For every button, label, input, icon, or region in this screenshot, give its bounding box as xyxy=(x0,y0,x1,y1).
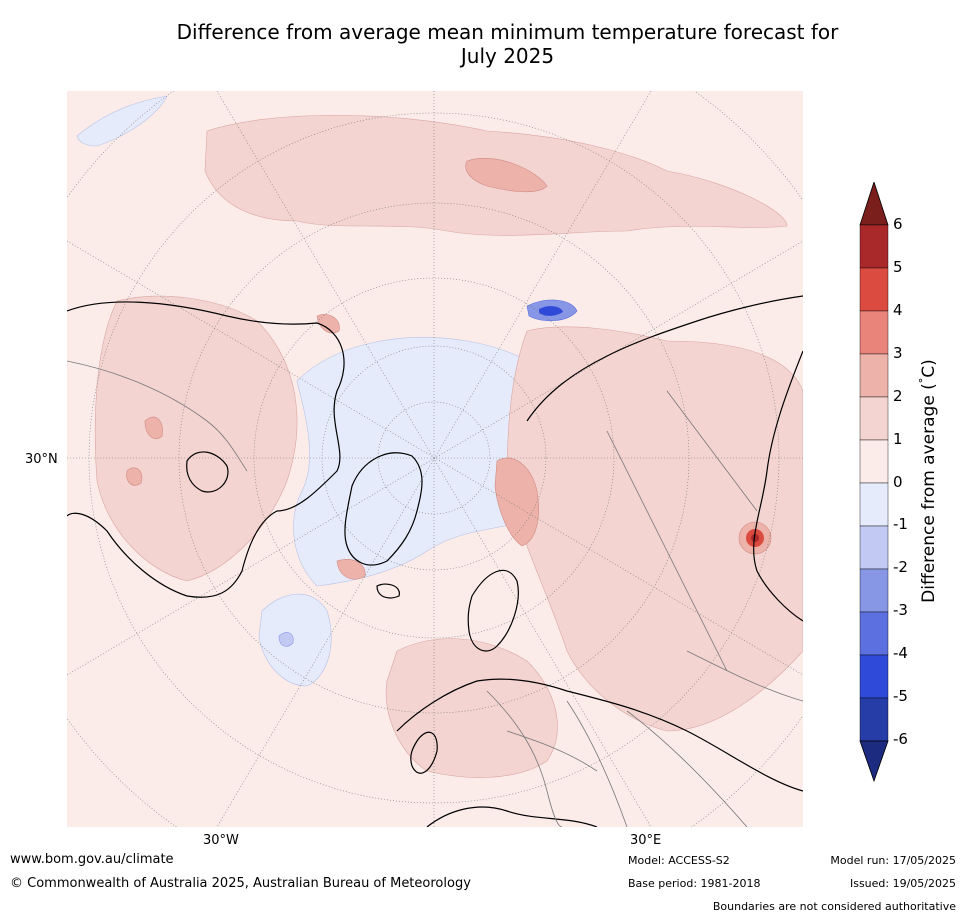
forecast-map xyxy=(67,91,803,827)
warm-region-north-america xyxy=(94,295,298,582)
coast-greenland xyxy=(344,452,423,566)
coast-mediterranean xyxy=(426,806,598,827)
warm-core-iceland xyxy=(336,559,366,580)
colorbar-tick-label: -5 xyxy=(893,687,908,705)
footer-model-run: Model run: 17/05/2025 xyxy=(830,854,956,867)
colorbar-band xyxy=(859,482,889,527)
map-canvas xyxy=(67,91,803,827)
colorbar-arrow-max xyxy=(859,182,889,226)
country-borders xyxy=(67,360,803,827)
colorbar-band xyxy=(859,353,889,398)
colorbar-band xyxy=(859,568,889,613)
coast-europe xyxy=(396,678,803,792)
colorbar-tick-label: 5 xyxy=(893,258,903,276)
colorbar-tick-label: 0 xyxy=(893,473,903,491)
lon-label-30e: 30°E xyxy=(630,833,662,848)
lon-label-30w: 30°W xyxy=(203,833,239,848)
colorbar-band xyxy=(859,697,889,742)
colorbar-band xyxy=(859,310,889,355)
colorbar-band xyxy=(859,267,889,312)
coastlines xyxy=(67,295,803,827)
colorbar-arrow-min xyxy=(859,740,889,782)
coast-east-asia xyxy=(753,350,803,622)
coast-north-america xyxy=(67,301,345,598)
coast-hudson-bay xyxy=(186,451,229,493)
colorbar-tick-label: -4 xyxy=(893,644,908,662)
coast-uk xyxy=(410,731,438,774)
colorbar xyxy=(859,182,889,782)
cool-spot-east-siberia-core xyxy=(539,306,563,316)
cool-region-north-atlantic xyxy=(258,593,332,687)
colorbar-tick-label: -6 xyxy=(893,730,908,748)
colorbar-tick-label: 2 xyxy=(893,387,903,405)
colorbar-tick-label: 6 xyxy=(893,215,903,233)
colorbar-band xyxy=(859,654,889,699)
hot-spot-east-asia-peak xyxy=(751,534,759,542)
warm-region-pacific-core xyxy=(465,158,548,193)
footer-url[interactable]: www.bom.gov.au/climate xyxy=(10,852,174,867)
warm-spot-us xyxy=(126,467,143,486)
colorbar-tick-label: 4 xyxy=(893,301,903,319)
coast-scandinavia xyxy=(467,569,519,652)
colorbar-band xyxy=(859,525,889,570)
colorbar-title-degree: ° xyxy=(917,377,931,384)
coast-iceland xyxy=(376,583,400,599)
warm-core-scandinavia xyxy=(494,457,539,547)
colorbar-tick-label: -3 xyxy=(893,601,908,619)
colorbar-tick-label: -2 xyxy=(893,558,908,576)
footer-base-period: Base period: 1981-2018 xyxy=(628,877,761,890)
footer-issued: Issued: 19/05/2025 xyxy=(849,877,956,890)
cool-region-pacific xyxy=(76,95,168,147)
colorbar-tick-label: 1 xyxy=(893,430,903,448)
colorbar-swatches xyxy=(859,182,889,782)
colorbar-title-unit: C) xyxy=(918,359,939,378)
map-title: Difference from average mean minimum tem… xyxy=(176,20,839,68)
coast-eurasia-north xyxy=(526,295,803,422)
colorbar-tick-label: -1 xyxy=(893,515,908,533)
footer-boundaries-note: Boundaries are not considered authoritat… xyxy=(712,900,956,913)
warm-core-greenland-south xyxy=(316,314,340,334)
graticule xyxy=(67,91,803,827)
footer-model: Model: ACCESS-S2 xyxy=(628,854,730,867)
colorbar-band xyxy=(859,224,889,269)
colorbar-band xyxy=(859,396,889,441)
colorbar-tick-label: 3 xyxy=(893,344,903,362)
colorbar-band xyxy=(859,439,889,484)
warm-region-europe xyxy=(385,638,558,778)
cool-core-north-atlantic xyxy=(278,632,294,647)
colorbar-title-text: Difference from average ( xyxy=(918,383,939,603)
warm-spot-canada xyxy=(144,416,163,440)
colorbar-band xyxy=(859,611,889,656)
footer-copyright: © Commonwealth of Australia 2025, Austra… xyxy=(10,876,471,891)
colorbar-title: Difference from average (°C) xyxy=(917,359,939,603)
lat-label-30n: 30°N xyxy=(25,452,58,467)
